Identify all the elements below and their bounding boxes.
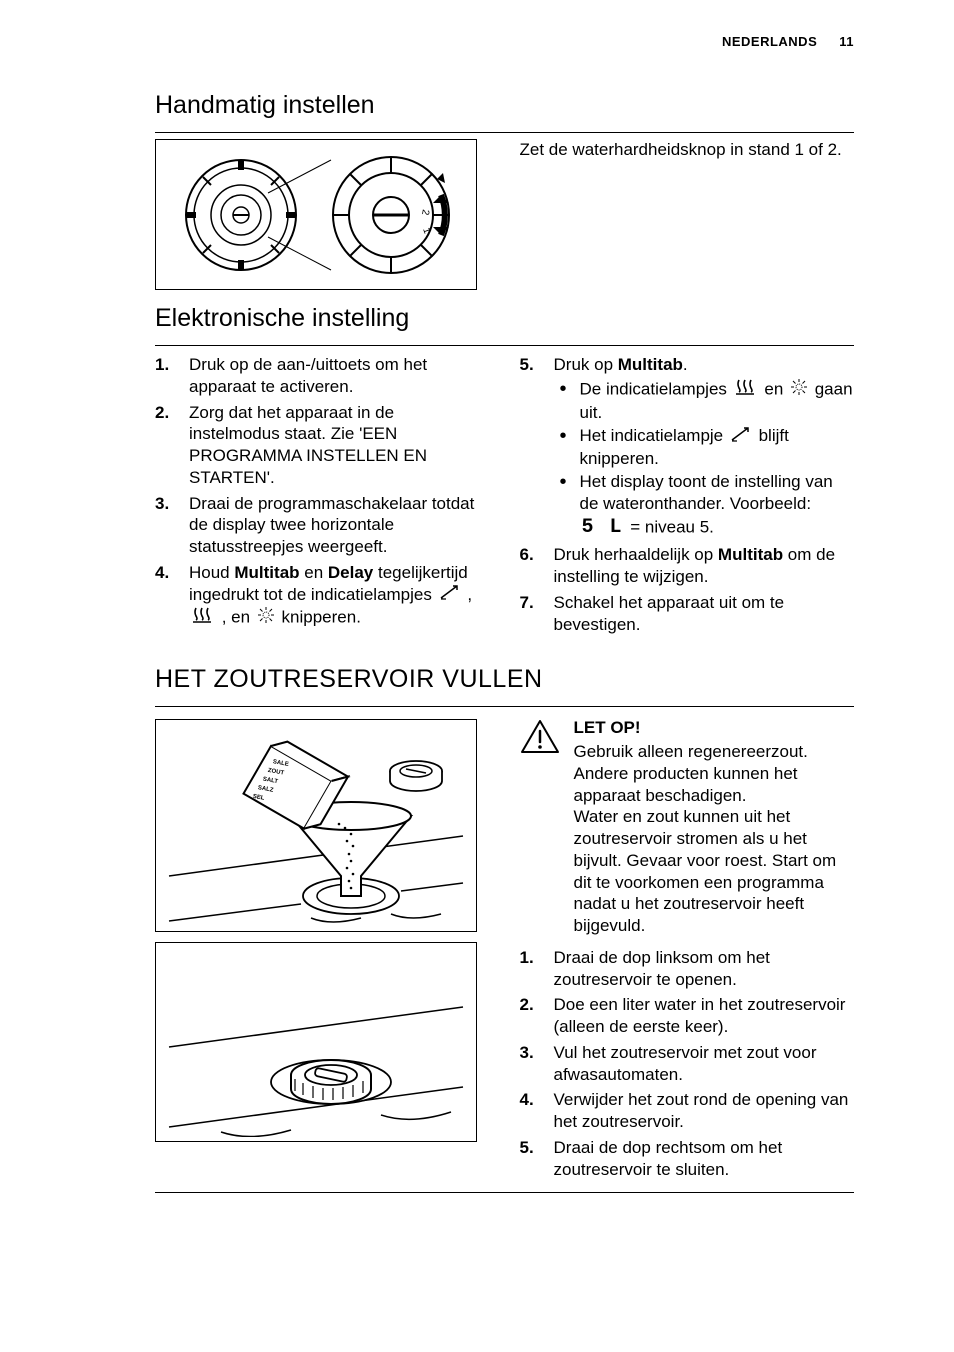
svg-text:1: 1 bbox=[420, 226, 432, 235]
section3-divider bbox=[155, 706, 854, 707]
list-item: Houd Multitab en Delay tegelijkertijd in… bbox=[155, 562, 490, 630]
step-text: Draai de programmaschakelaar totdat de d… bbox=[189, 494, 474, 557]
step-text: Draai de dop rechtsom om het zoutreservo… bbox=[554, 1138, 783, 1179]
list-item: Schakel het apparaat uit om te bevestige… bbox=[520, 592, 855, 636]
section2-left-col: Druk op de aan-/uittoets om het apparaat… bbox=[155, 354, 490, 639]
text-bold: Delay bbox=[328, 563, 373, 582]
sun-icon bbox=[790, 378, 808, 402]
list-item: Druk herhaaldelijk op Multitab om de ins… bbox=[520, 544, 855, 588]
step-text: Verwijder het zout rond de opening van h… bbox=[554, 1090, 849, 1131]
figure-waterhardness-knob: 1 2 bbox=[155, 139, 477, 290]
display-example-icon: 5 L bbox=[582, 515, 624, 541]
section2-right-list: Druk op Multitab. De indicatielampjes en… bbox=[520, 354, 855, 635]
sub-bullets: De indicatielampjes en gaan uit. Het ind… bbox=[554, 378, 855, 541]
list-item: Draai de dop rechtsom om het zoutreservo… bbox=[520, 1137, 855, 1181]
section2-divider bbox=[155, 345, 854, 346]
caution-block: LET OP! Gebruik alleen regenereerzout. A… bbox=[520, 717, 855, 937]
svg-text:2: 2 bbox=[419, 208, 431, 216]
list-item: Draai de programmaschakelaar totdat de d… bbox=[155, 493, 490, 558]
bullet-item: Het display toont de instelling van de w… bbox=[554, 471, 855, 540]
text: Het display toont de instelling van de w… bbox=[580, 472, 833, 513]
caution-text: LET OP! Gebruik alleen regenereerzout. A… bbox=[574, 717, 855, 937]
text: , en bbox=[217, 607, 255, 626]
list-item: Zorg dat het apparaat in de instelmodus … bbox=[155, 402, 490, 489]
list-item: Verwijder het zout rond de opening van h… bbox=[520, 1089, 855, 1133]
section1-left-col: 1 2 bbox=[155, 133, 490, 300]
list-item: Doe een liter water in het zoutreservoir… bbox=[520, 994, 855, 1038]
steam-icon bbox=[734, 378, 758, 402]
salt-fill-diagram-icon: SALE ZOUT SALT SALZ SEL bbox=[161, 726, 471, 926]
step-text: Draai de dop linksom om het zoutreservoi… bbox=[554, 948, 770, 989]
manual-page: NEDERLANDS 11 Handmatig instellen bbox=[0, 0, 954, 1233]
sun-icon bbox=[257, 606, 275, 630]
text-bold: Multitab bbox=[618, 355, 683, 374]
step-text: Doe een liter water in het zoutreservoir… bbox=[554, 995, 846, 1036]
section2-left-list: Druk op de aan-/uittoets om het apparaat… bbox=[155, 354, 490, 630]
rinse-aid-icon bbox=[439, 584, 461, 606]
section3-title: HET ZOUTRESERVOIR VULLEN bbox=[155, 665, 854, 694]
text: Het indicatielampje bbox=[580, 426, 728, 445]
text-bold: Multitab bbox=[718, 545, 783, 564]
step-text: Zorg dat het apparaat in de instelmodus … bbox=[189, 403, 427, 487]
cap-close-diagram-icon bbox=[161, 947, 471, 1137]
bullet-item: De indicatielampjes en gaan uit. bbox=[554, 378, 855, 424]
list-item: Vul het zoutreservoir met zout voor afwa… bbox=[520, 1042, 855, 1086]
text: Houd bbox=[189, 563, 234, 582]
step-text: Druk op de aan-/uittoets om het apparaat… bbox=[189, 355, 427, 396]
section3-steps: Draai de dop linksom om het zoutreservoi… bbox=[520, 947, 855, 1181]
bullet-item: Het indicatielampje blijft knipperen. bbox=[554, 425, 855, 469]
figure-cap-close bbox=[155, 942, 477, 1142]
text: , bbox=[463, 585, 472, 604]
caution-heading: LET OP! bbox=[574, 717, 855, 739]
section3-right-col: LET OP! Gebruik alleen regenereerzout. A… bbox=[520, 713, 855, 1184]
text: Druk herhaaldelijk op bbox=[554, 545, 718, 564]
header-language: NEDERLANDS bbox=[722, 34, 817, 49]
section1-right-col: Zet de waterhardheidsknop in stand 1 of … bbox=[520, 133, 855, 300]
list-item: Draai de dop linksom om het zoutreservoi… bbox=[520, 947, 855, 991]
text: De indicatielampjes bbox=[580, 379, 732, 398]
text: en bbox=[300, 563, 328, 582]
text-bold: Multitab bbox=[234, 563, 299, 582]
page-bottom-divider bbox=[155, 1192, 854, 1193]
section2-body: Druk op de aan-/uittoets om het apparaat… bbox=[155, 354, 854, 639]
section2-right-col: Druk op Multitab. De indicatielampjes en… bbox=[520, 354, 855, 639]
section1-body: 1 2 Zet de waterhardheidsknop in stand 1… bbox=[155, 133, 854, 300]
section1-instruction: Zet de waterhardheidsknop in stand 1 of … bbox=[520, 139, 855, 161]
text: = niveau 5. bbox=[626, 517, 714, 536]
text: Schakel het apparaat uit om te bevestige… bbox=[554, 593, 785, 634]
list-item: Druk op de aan-/uittoets om het apparaat… bbox=[155, 354, 490, 398]
section3-left-col: SALE ZOUT SALT SALZ SEL bbox=[155, 713, 490, 1184]
caution-body: Gebruik alleen regenereerzout. Andere pr… bbox=[574, 741, 855, 937]
section2-title: Elektronische instelling bbox=[155, 304, 854, 333]
text: . bbox=[683, 355, 688, 374]
list-item: Druk op Multitab. De indicatielampjes en… bbox=[520, 354, 855, 540]
text: en bbox=[760, 379, 788, 398]
page-header: NEDERLANDS 11 bbox=[155, 34, 854, 49]
figure-salt-fill: SALE ZOUT SALT SALZ SEL bbox=[155, 719, 477, 932]
step-text: Vul het zoutreservoir met zout voor afwa… bbox=[554, 1043, 817, 1084]
steam-icon bbox=[191, 606, 215, 630]
warning-triangle-icon bbox=[520, 717, 560, 937]
text: knipperen. bbox=[277, 607, 361, 626]
rinse-aid-icon bbox=[730, 426, 752, 448]
text: Druk op bbox=[554, 355, 618, 374]
header-page-number: 11 bbox=[839, 34, 854, 49]
knob-diagram-icon: 1 2 bbox=[166, 145, 466, 285]
section3-body: SALE ZOUT SALT SALZ SEL bbox=[155, 713, 854, 1184]
section1-title: Handmatig instellen bbox=[155, 91, 854, 120]
